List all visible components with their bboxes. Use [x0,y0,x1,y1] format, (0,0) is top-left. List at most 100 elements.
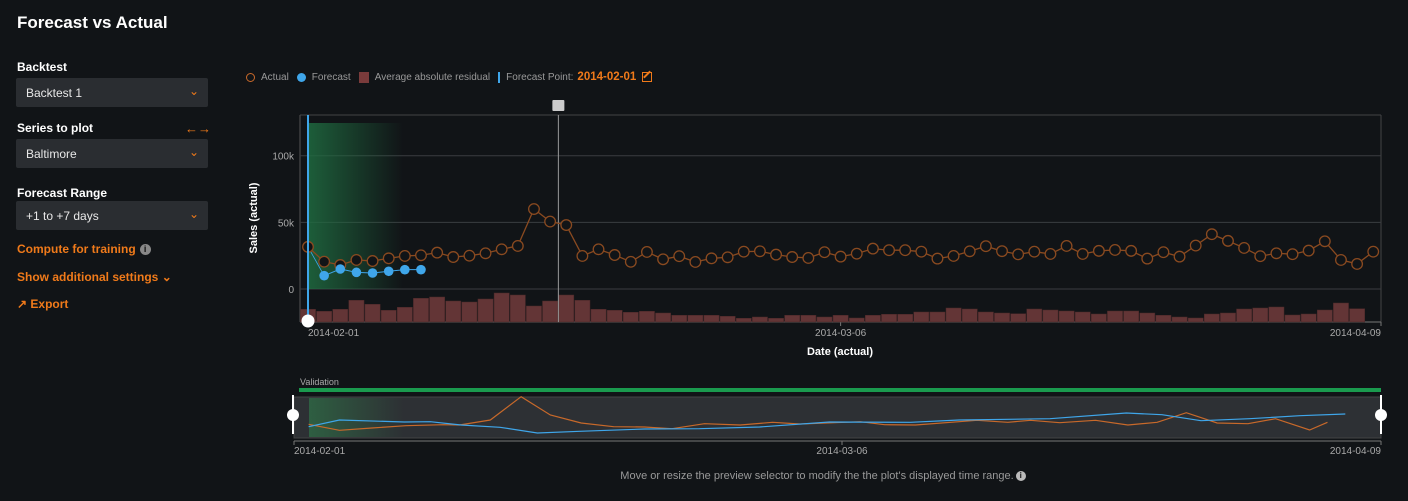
residual-bar [1300,313,1317,323]
residual-bar [380,310,397,323]
residual-bar [509,294,526,323]
residual-bar [316,311,332,323]
series-value: Baltimore [26,147,77,161]
residual-bar [687,315,704,323]
actual-point [1205,228,1218,241]
actual-point [463,249,476,262]
x-tick-label: 2014-02-01 [308,328,360,339]
forecast-point [400,264,410,275]
actual-point [1238,241,1251,254]
y-tick-label: 100k [272,152,295,163]
actual-point [1189,239,1202,252]
chevron-down-icon: ⌄ [188,84,199,98]
series-dropdown[interactable]: Baltimore ⌄ [16,139,208,168]
legend-forecast-point-marker [498,71,501,83]
residual-bar [1252,307,1269,323]
actual-point [1367,245,1380,258]
forecast-range-dropdown[interactable]: +1 to +7 days ⌄ [16,201,208,230]
residual-bar [945,307,962,323]
calendar-icon-body [552,100,565,111]
backtest-dropdown[interactable]: Backtest 1 ⌄ [16,78,208,107]
actual-point [431,246,444,259]
actual-point [1076,247,1089,260]
residual-bar [719,316,736,323]
actual-point [899,244,912,257]
residual-bar [1042,309,1059,323]
residual-bar [477,298,494,323]
preview-left-handle[interactable] [287,409,299,421]
backtest-value: Backtest 1 [26,86,83,100]
residual-bar [1139,312,1156,323]
compute-for-training-link[interactable]: Compute for training i [17,242,151,256]
actual-point [576,249,589,262]
residual-bar [1107,310,1123,323]
residual-bar [929,311,946,323]
actual-point [834,250,847,263]
actual-point [963,245,976,258]
preview-forecast-highlight [309,398,404,437]
residual-bar [606,310,623,323]
residual-bar [542,300,558,323]
residual-bar [1203,313,1220,323]
actual-point [996,245,1008,258]
residual-bar [1268,306,1285,323]
forecast-point-value[interactable]: 2014-02-01 [577,71,637,83]
range-label: Forecast Range [17,186,108,200]
actual-point [850,247,863,260]
calendar-icon[interactable] [552,100,565,111]
legend-actual-marker [246,72,255,82]
residual-bar [735,318,752,323]
actual-point [382,252,395,265]
residual-bar [1187,317,1204,323]
legend: Actual Forecast Average absolute residua… [246,71,653,83]
preview-right-handle[interactable] [1375,409,1387,421]
show-settings-link[interactable]: Show additional settings ⌄ [17,270,172,284]
residual-bar [1074,311,1091,323]
residual-bar [671,315,688,323]
actual-point [1157,246,1170,259]
actual-point [753,245,766,258]
residual-bar [994,312,1010,323]
residual-bar [655,312,671,323]
residual-bar [493,292,510,323]
residual-bar [1026,308,1043,323]
validation-label: Validation [300,377,339,387]
actual-point [398,249,411,262]
page-title: Forecast vs Actual [17,13,168,32]
legend-residual: Average absolute residual [374,71,491,83]
forecast-point-handle[interactable] [301,314,315,328]
residual-bar [348,300,365,323]
actual-point [1222,234,1234,247]
preview-selector-window[interactable] [293,396,1382,439]
swap-arrows-icon[interactable]: ←→ [185,121,211,136]
residual-bar [639,311,655,323]
actual-point [657,253,670,266]
residual-bar [800,315,817,323]
info-icon[interactable]: i [1015,471,1026,482]
actual-point [1286,248,1299,261]
forecast-point [319,270,329,281]
actual-point [866,242,879,255]
legend-residual-item: Average absolute residual [358,71,491,83]
export-link[interactable]: ↗ Export [17,297,68,311]
residual-bar [703,315,720,323]
actual-point [608,249,621,261]
residual-bar [590,309,607,323]
residual-bar [1236,308,1252,323]
actual-point [592,243,605,256]
residual-bar [978,311,994,323]
info-icon[interactable]: i [139,244,151,256]
actual-point [1141,252,1154,265]
edit-icon[interactable] [642,72,653,82]
preview-hint-row: Move or resize the preview selector to m… [0,470,1408,482]
compute-label: Compute for training [17,242,136,256]
actual-point [528,203,540,215]
chevron-down-icon: ⌄ [188,145,199,159]
actual-point [915,245,928,258]
preview-forecast-line [308,412,1346,434]
residual-bar [413,298,429,323]
actual-point [495,243,508,256]
actual-point [786,251,799,263]
chevron-down-icon: ⌄ [161,270,172,284]
actual-point [721,251,734,264]
